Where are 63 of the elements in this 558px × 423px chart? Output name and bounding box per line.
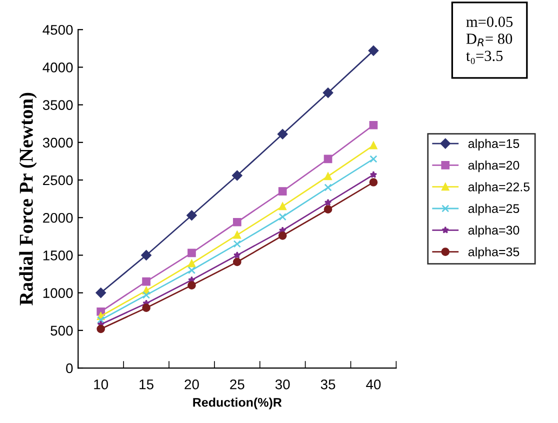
- legend-label: alpha=25: [468, 204, 520, 216]
- text: t₀=3.5: [466, 50, 503, 64]
- legend-label: alpha=30: [468, 225, 520, 238]
- point: [233, 231, 241, 239]
- legend-label: alpha=15: [468, 138, 520, 151]
- x-tick-label: 30: [275, 379, 290, 390]
- y-tick-label: 1000: [43, 288, 73, 298]
- point: [232, 258, 242, 266]
- point: [188, 248, 196, 258]
- point: [96, 288, 106, 298]
- point: [369, 120, 378, 130]
- point: [370, 155, 378, 163]
- point: [142, 304, 150, 312]
- point: [188, 266, 196, 274]
- point: [278, 202, 286, 210]
- point: [233, 251, 241, 258]
- point: [324, 184, 332, 192]
- point: [370, 142, 378, 150]
- legend-label: alpha=35: [468, 247, 520, 259]
- x-tick-label: 25: [230, 379, 244, 390]
- y-tick-label: 0: [66, 363, 73, 374]
- point: [278, 213, 286, 221]
- legend-label: alpha=22.5: [468, 182, 530, 194]
- y-tick-label: 3000: [42, 138, 73, 148]
- text: m=0.05: [466, 16, 513, 28]
- point: [97, 316, 105, 324]
- point: [322, 88, 334, 98]
- y-tick-label: 4500: [42, 24, 73, 35]
- y-tick-label: 1500: [43, 250, 73, 260]
- x-tick-label: 35: [320, 379, 336, 390]
- point: [324, 154, 332, 164]
- point: [188, 260, 196, 268]
- y-tick-label: 2500: [43, 175, 73, 186]
- y-axis-title: Radial Force Pr (Newton): [19, 92, 37, 306]
- x-tick-label: 15: [140, 380, 154, 390]
- point: [96, 324, 106, 334]
- y-tick-label: 2000: [43, 212, 73, 223]
- point: [277, 129, 288, 140]
- y-tick-label: 500: [50, 326, 73, 336]
- point: [278, 231, 287, 240]
- point: [142, 277, 150, 286]
- point: [142, 291, 150, 299]
- y-tick-label: 4000: [42, 62, 73, 72]
- point: [141, 250, 152, 260]
- point: [186, 210, 197, 220]
- legend-label: alpha=20: [468, 160, 520, 172]
- text: D$_{R}$= 80: [466, 34, 512, 46]
- x-axis-title: Reduction(%)R: [193, 398, 282, 410]
- x-tick-label: 20: [184, 379, 199, 390]
- point: [368, 46, 379, 56]
- x-tick-label: 40: [366, 379, 381, 390]
- point: [232, 218, 242, 226]
- point: [370, 170, 378, 178]
- point: [324, 172, 332, 180]
- point: [324, 205, 332, 214]
- point: [278, 187, 287, 196]
- point: [232, 170, 242, 181]
- point: [369, 178, 378, 186]
- x-tick-label: 10: [94, 379, 108, 390]
- point: [324, 198, 332, 206]
- y-tick-label: 3500: [42, 100, 73, 110]
- point: [188, 281, 196, 290]
- point: [233, 240, 241, 248]
